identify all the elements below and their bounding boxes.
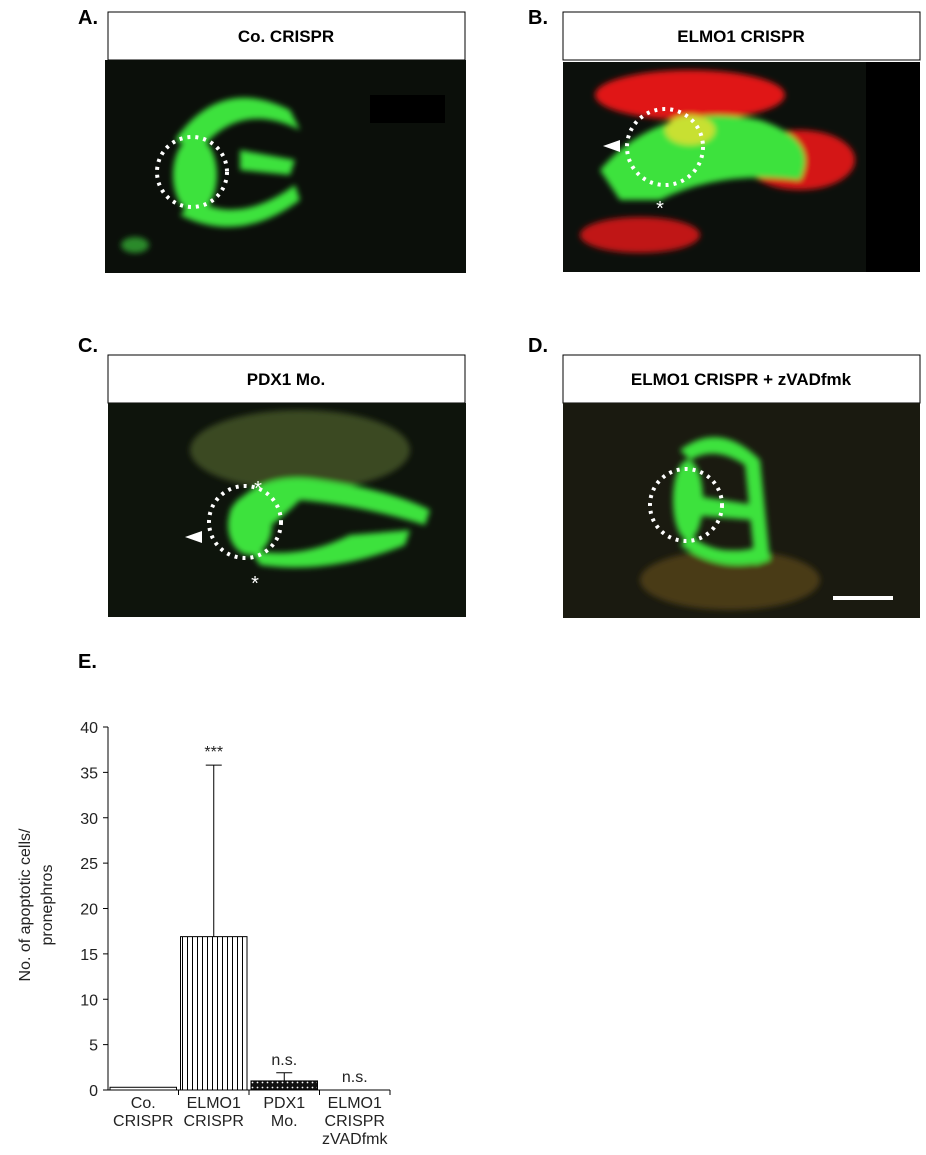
x-tick-label: ELMO1	[328, 1095, 382, 1112]
panel-title: ELMO1 CRISPR	[677, 27, 805, 46]
y-tick-label: 40	[80, 720, 98, 737]
micrograph: * *	[108, 403, 466, 617]
panel-label: B.	[528, 7, 548, 29]
panel-label: C.	[78, 335, 98, 357]
panel-label: A.	[78, 7, 98, 29]
x-tick-label: CRISPR	[113, 1113, 173, 1130]
x-tick-label: CRISPR	[184, 1113, 244, 1130]
y-tick-label: 30	[80, 811, 98, 828]
y-tick-label: 20	[80, 902, 98, 919]
bar	[180, 936, 248, 1091]
svg-text:*: *	[251, 573, 259, 595]
title-box	[107, 354, 466, 404]
x-tick-label: ELMO1	[187, 1095, 241, 1112]
panel-label: E.	[78, 651, 97, 673]
y-tick-label: 5	[89, 1038, 98, 1055]
bar	[109, 1086, 177, 1091]
x-tick-label: CRISPR	[325, 1113, 385, 1130]
y-axis-label: pronephros	[39, 865, 56, 946]
panel-title: Co. CRISPR	[238, 27, 334, 46]
svg-text:*: *	[656, 198, 664, 220]
micrograph	[105, 60, 466, 273]
y-tick-label: 15	[80, 947, 98, 964]
y-tick-label: 25	[80, 856, 98, 873]
significance-label: ***	[204, 744, 223, 761]
x-tick-label: Co.	[131, 1095, 156, 1112]
significance-label: n.s.	[271, 1052, 297, 1069]
bar	[250, 1080, 318, 1091]
y-axis-label: No. of apoptotic cells/	[17, 828, 34, 982]
x-tick-label: Mo.	[271, 1113, 298, 1130]
y-tick-label: 0	[89, 1083, 98, 1100]
title-box	[107, 11, 466, 61]
svg-text:*: *	[254, 478, 262, 500]
title-box	[562, 11, 921, 61]
micrograph: *	[563, 62, 920, 272]
bar-chart: 0 5 10 15 20 25 30 35 40 No. of apoptotic cells/p…	[17, 720, 391, 1148]
panel-title: ELMO1 CRISPR + zVADfmk	[631, 370, 852, 389]
panel-title: PDX1 Mo.	[247, 370, 325, 389]
y-tick-label: 35	[80, 765, 98, 782]
panel-label: D.	[528, 335, 548, 357]
y-tick-label: 10	[80, 992, 98, 1009]
x-tick-label: zVADfmk	[322, 1131, 388, 1148]
x-tick-label: PDX1	[263, 1095, 305, 1112]
significance-label: n.s.	[342, 1069, 368, 1086]
micrograph	[563, 403, 920, 618]
